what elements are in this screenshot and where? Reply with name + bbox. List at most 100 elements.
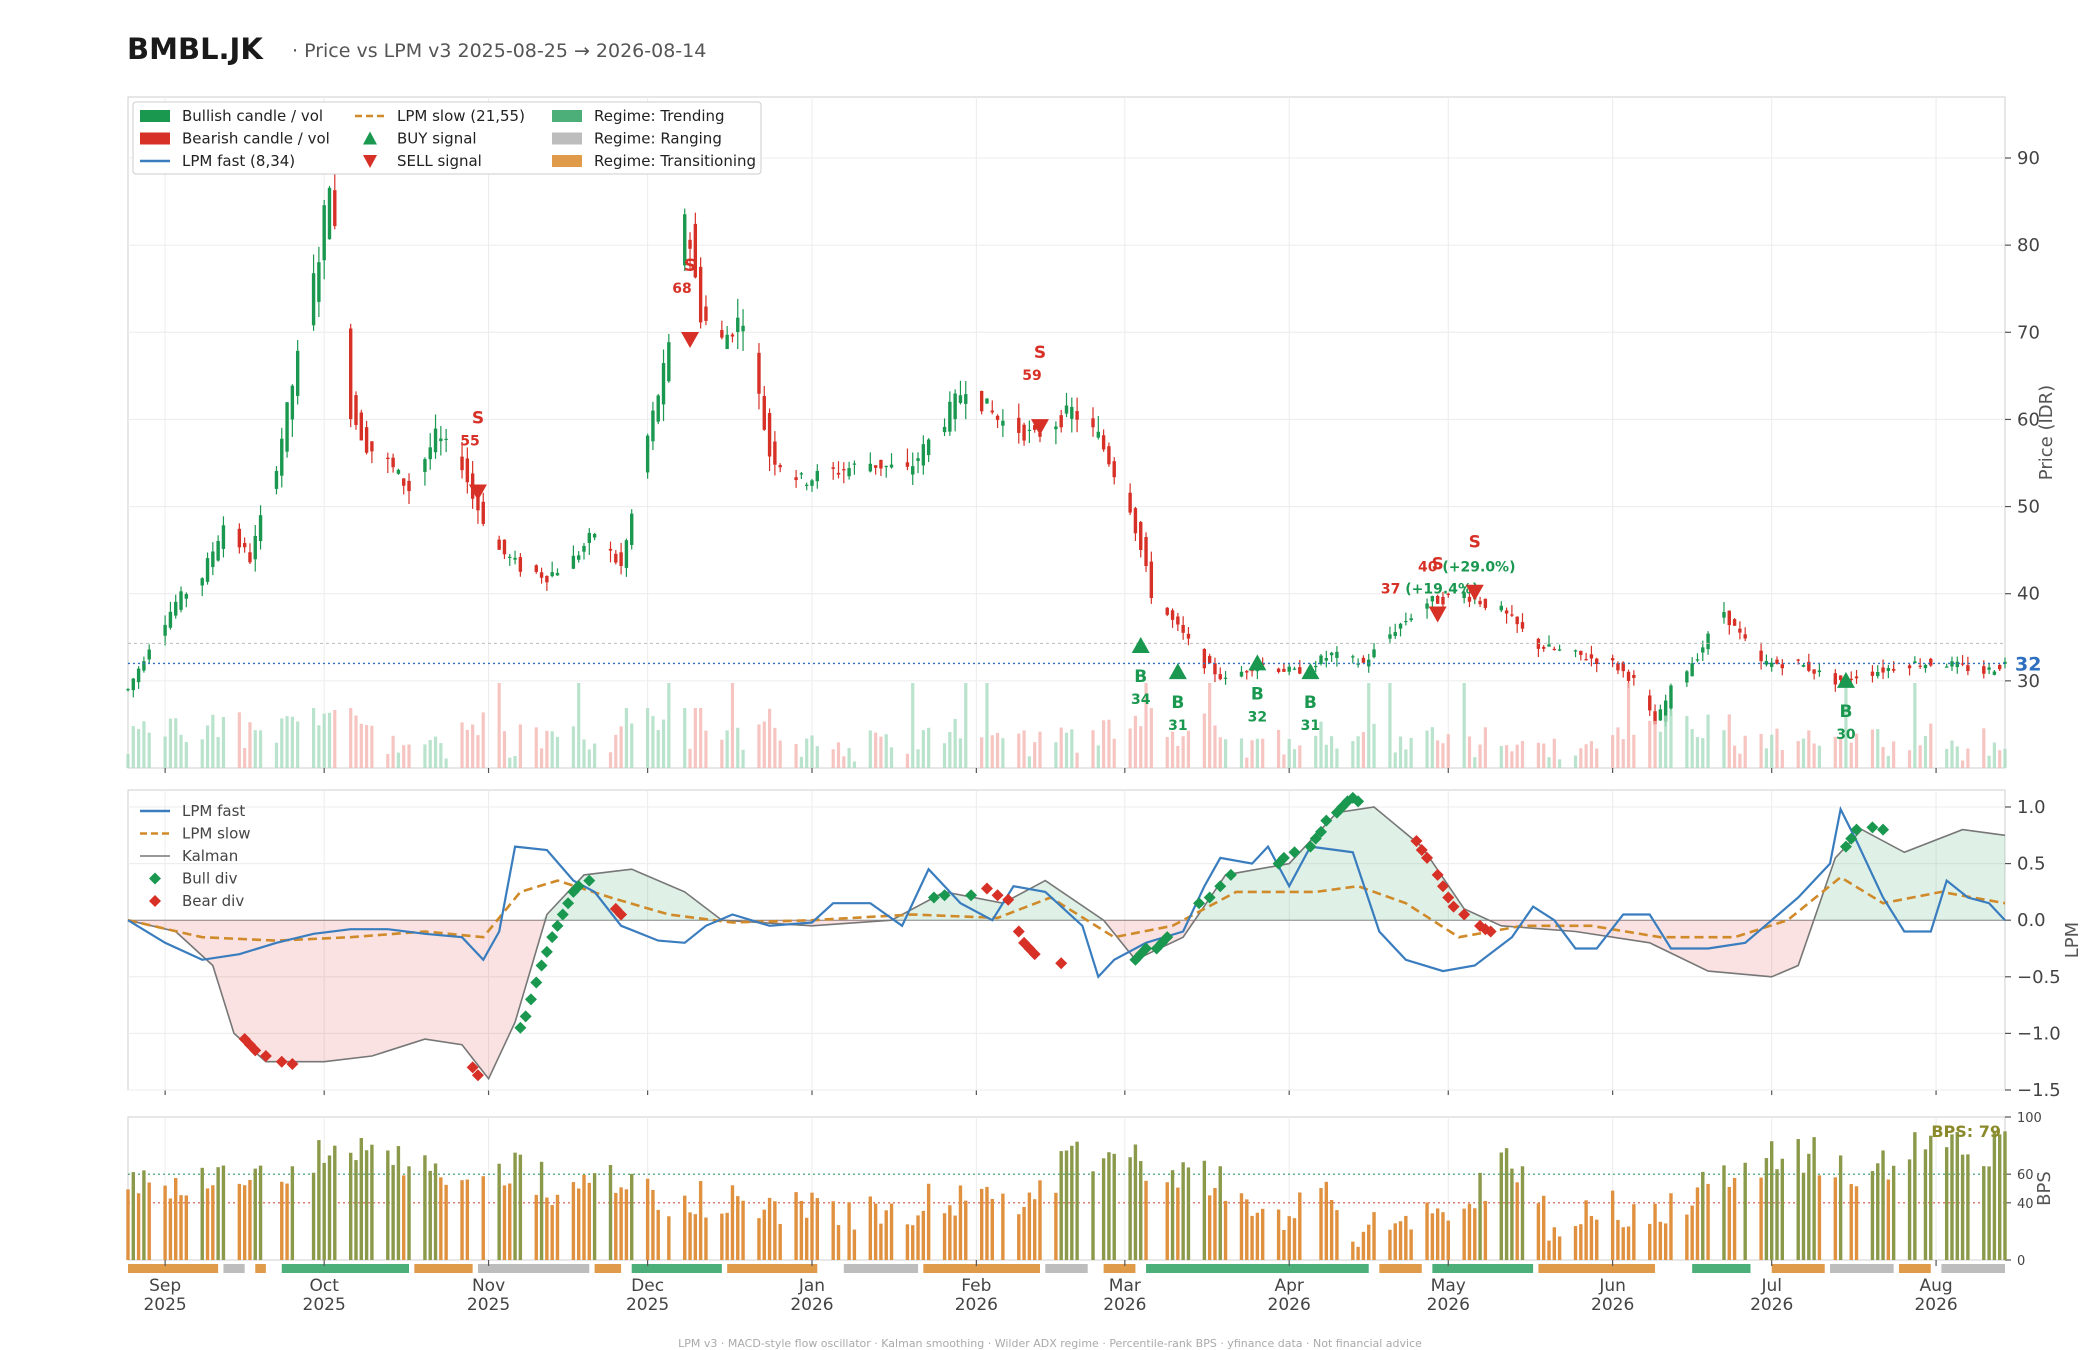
candle-body bbox=[1319, 655, 1323, 664]
volume-bar bbox=[1409, 737, 1413, 768]
candle-body bbox=[1515, 616, 1519, 625]
bps-bar bbox=[1001, 1193, 1005, 1260]
candle-body bbox=[518, 557, 523, 572]
volume-bar bbox=[545, 730, 549, 768]
volume-bar bbox=[889, 747, 894, 768]
volume-bar bbox=[1542, 743, 1546, 768]
volume-bar bbox=[1892, 741, 1896, 768]
bps-bar bbox=[1515, 1182, 1519, 1260]
bps-bar bbox=[1881, 1150, 1885, 1260]
bps-bar bbox=[163, 1185, 167, 1260]
bps-bar bbox=[428, 1170, 432, 1260]
bps-bar bbox=[184, 1195, 189, 1260]
candle-body bbox=[873, 465, 878, 468]
volume-bar bbox=[1722, 730, 1726, 768]
volume-bar bbox=[1144, 683, 1148, 768]
bps-current-label: BPS: 79 bbox=[1931, 1122, 2001, 1141]
candle-body bbox=[1361, 657, 1366, 663]
volume-bar bbox=[1372, 723, 1376, 768]
legend-swatch bbox=[149, 895, 161, 907]
volume-bar bbox=[1393, 752, 1397, 768]
volume-bar bbox=[1876, 729, 1880, 768]
candle-body bbox=[794, 477, 798, 481]
candle-body bbox=[730, 334, 735, 337]
bps-bar bbox=[1780, 1158, 1785, 1260]
bps-bar bbox=[582, 1174, 586, 1260]
volume-bar bbox=[1218, 737, 1222, 768]
lpm-tick-label: 1.0 bbox=[2017, 797, 2046, 818]
candle-body bbox=[1727, 610, 1731, 626]
candle-body bbox=[1393, 632, 1397, 636]
volume-bar bbox=[1446, 734, 1450, 768]
year-label: 2026 bbox=[790, 1295, 833, 1315]
candle-body bbox=[211, 551, 215, 568]
bps-bar bbox=[645, 1178, 650, 1260]
candle-body bbox=[131, 678, 136, 691]
volume-bar bbox=[1149, 708, 1153, 768]
regime-segment bbox=[1146, 1264, 1369, 1273]
bps-bar bbox=[1929, 1135, 1933, 1260]
volume-bar bbox=[423, 744, 427, 768]
volume-bar bbox=[921, 730, 925, 768]
bps-bar bbox=[730, 1185, 735, 1260]
bps-bar bbox=[1807, 1153, 1811, 1260]
candle-body bbox=[534, 565, 538, 572]
bps-bar bbox=[1483, 1200, 1488, 1260]
candle-body bbox=[1923, 664, 1928, 669]
x-axis: Sep2025Oct2025Nov2025Dec2025Jan2026Feb20… bbox=[143, 1260, 1958, 1315]
volume-bar bbox=[248, 722, 252, 768]
candle-body bbox=[1070, 406, 1074, 419]
bps-tick-label: 100 bbox=[2017, 1111, 2042, 1126]
candle-body bbox=[630, 513, 634, 545]
legend-label: Bearish candle / vol bbox=[182, 130, 330, 148]
price-tick-label: 40 bbox=[2017, 584, 2040, 605]
candle-body bbox=[1770, 662, 1774, 667]
bps-bar bbox=[990, 1198, 994, 1260]
volume-bar bbox=[1467, 736, 1472, 768]
volume-bar bbox=[1547, 757, 1551, 768]
bps-bar bbox=[205, 1188, 210, 1260]
candle-body bbox=[248, 552, 252, 563]
bps-bar bbox=[211, 1185, 215, 1260]
bps-bar bbox=[1886, 1179, 1891, 1260]
bear-div-marker bbox=[249, 1044, 262, 1057]
volume-bar bbox=[296, 721, 300, 768]
bps-bar bbox=[1796, 1139, 1800, 1260]
volume-bar bbox=[1966, 748, 1970, 768]
bps-bar bbox=[1626, 1226, 1631, 1260]
bps-bar bbox=[1022, 1207, 1026, 1260]
bps-bar bbox=[948, 1205, 952, 1260]
volume-bar bbox=[1918, 745, 1922, 768]
candle-body bbox=[237, 528, 242, 548]
bps-bar bbox=[460, 1180, 464, 1260]
candle-body bbox=[1626, 671, 1631, 681]
bps-bar bbox=[1372, 1212, 1376, 1260]
volume-bar bbox=[253, 730, 257, 768]
candle-body bbox=[1499, 605, 1503, 611]
volume-bar bbox=[1356, 736, 1360, 768]
volume-bar bbox=[1070, 729, 1074, 768]
candle-body bbox=[1960, 663, 1965, 665]
candle-body bbox=[1542, 646, 1546, 649]
volume-bar bbox=[1054, 742, 1058, 768]
bull-div-marker bbox=[556, 908, 569, 921]
bps-bar bbox=[1409, 1229, 1413, 1260]
candle-body bbox=[497, 539, 501, 550]
volume-bar bbox=[805, 738, 809, 768]
candle-body bbox=[804, 484, 809, 486]
volume-bar bbox=[1584, 744, 1588, 768]
bps-bar bbox=[433, 1163, 438, 1260]
bps-bar bbox=[1658, 1221, 1663, 1260]
volume-bar bbox=[476, 735, 480, 768]
candle-body bbox=[762, 396, 766, 430]
bps-bar bbox=[518, 1154, 523, 1260]
sell-marker bbox=[681, 332, 700, 348]
bps-bar bbox=[1812, 1137, 1816, 1260]
volume-bar bbox=[1314, 735, 1318, 768]
volume-bar bbox=[460, 722, 464, 768]
volume-bar bbox=[365, 724, 369, 768]
candle-body bbox=[280, 438, 284, 476]
bps-bar bbox=[1770, 1141, 1774, 1260]
volume-bar bbox=[1960, 760, 1965, 768]
volume-bar bbox=[534, 727, 538, 768]
